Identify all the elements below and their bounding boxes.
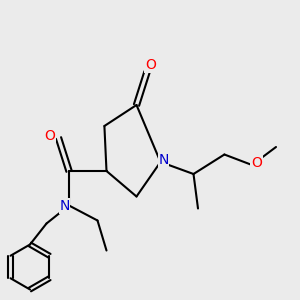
Text: N: N	[59, 199, 70, 213]
Text: O: O	[251, 156, 262, 170]
Text: O: O	[44, 129, 55, 142]
Text: O: O	[145, 58, 156, 72]
Text: N: N	[158, 154, 169, 167]
